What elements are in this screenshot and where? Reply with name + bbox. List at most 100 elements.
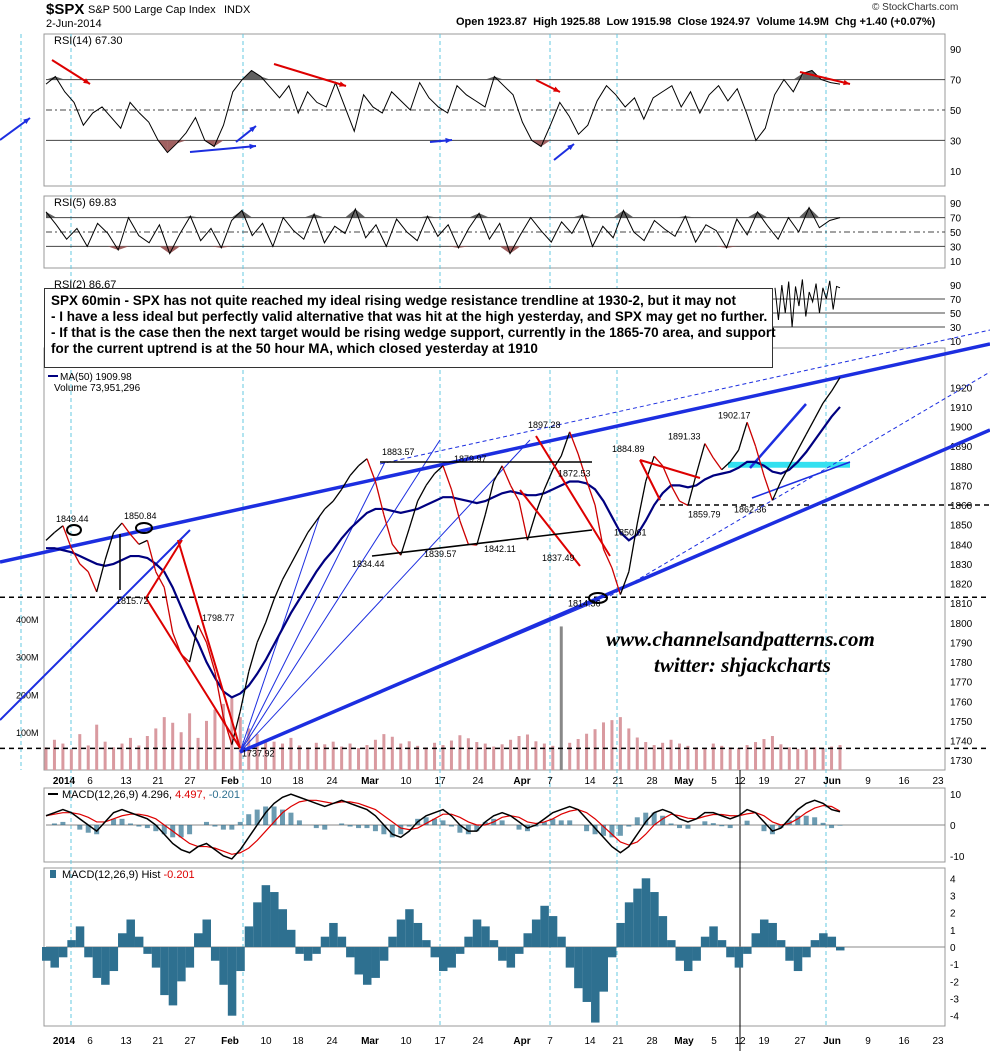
arrow-head [843, 79, 850, 86]
price-segment [619, 571, 630, 595]
highlight-circle [135, 522, 153, 534]
y-tick-label: 1 [950, 926, 956, 937]
price-segment [484, 481, 495, 515]
price-segment [248, 642, 258, 673]
y-tick-label: -3 [950, 995, 959, 1006]
macd-hist-bar [67, 940, 76, 947]
macd-hist-area [187, 825, 193, 835]
volume-bar [517, 736, 521, 770]
red-pattern-line [145, 597, 241, 749]
volume-bar [644, 742, 648, 770]
macd-hist-area [643, 812, 649, 825]
macd-hist-bar [793, 947, 803, 972]
macd-hist-bar [540, 905, 549, 947]
y-tick-label: 0 [950, 943, 956, 954]
price-point-label: 1879.97 [454, 454, 487, 464]
macd-hist-bar [396, 919, 406, 947]
x-tick-label: Feb [221, 776, 239, 787]
macd-hist-bar [591, 947, 600, 1023]
rsi-overbought-fill [747, 211, 758, 218]
x-tick-label: 24 [326, 776, 338, 787]
volume-bar [737, 748, 741, 770]
volume-bar [610, 720, 614, 770]
macd-hist-bar [75, 926, 85, 947]
price-segment [121, 522, 131, 535]
macd-hist-bar [92, 947, 102, 978]
macd-hist-bar [607, 947, 617, 958]
price-segment [332, 488, 343, 502]
macd-hist-bar [548, 916, 558, 947]
volume-bar [255, 734, 259, 770]
volume-bar [551, 745, 555, 770]
chg-value: +1.40 (+0.07%) [859, 16, 936, 28]
x-tick-label: 14 [584, 776, 596, 787]
arrow-head [445, 137, 452, 144]
price-segment [704, 443, 714, 459]
y-tick-label: 30 [950, 242, 962, 253]
macd-hist-bar [236, 947, 245, 972]
macd-hist-area [482, 821, 488, 825]
macd-hist-bar [194, 933, 203, 947]
macd-hist-bar [362, 947, 372, 985]
macd-hist-bar [667, 940, 676, 947]
volume-bar [120, 743, 124, 770]
rsi-oversold-fill [448, 246, 459, 248]
open-value: 1923.87 [487, 16, 527, 28]
price-segment [526, 512, 537, 541]
macd-hist-bar [472, 919, 482, 947]
macd-hist-bar [557, 936, 566, 947]
macd-hist-area [220, 825, 226, 830]
macd-hist-bar [253, 902, 262, 947]
x-tick-label: 18 [292, 1036, 304, 1047]
x-tick-label: 17 [434, 1036, 446, 1047]
y-tick-label: 90 [950, 281, 962, 292]
volume-bar [441, 745, 445, 770]
volume-bar [500, 744, 504, 770]
price-segment [425, 473, 436, 486]
macd-hist-bar [734, 947, 744, 968]
macd-hist-bar [354, 947, 364, 975]
price-segment [780, 465, 790, 482]
x-tick-label: 28 [646, 776, 658, 787]
macd-hist-bar [371, 947, 380, 978]
volume-bar [686, 745, 690, 770]
price-segment [577, 453, 588, 481]
price-segment [341, 475, 351, 490]
rsi-oversold-fill [726, 246, 737, 248]
price-segment [222, 716, 233, 745]
volume-bar [745, 745, 749, 770]
volume-bar [78, 734, 82, 770]
volume-bar [678, 743, 682, 770]
macd-hist-area [178, 825, 184, 838]
price-segment [96, 559, 106, 593]
rsi-divergence-arrow [799, 71, 851, 85]
price-segment [400, 528, 410, 556]
low-value: 1915.98 [631, 16, 672, 28]
macd-hist-bar [346, 947, 355, 958]
macd-legend-part: 4.497, [172, 789, 206, 801]
arrow-head [249, 143, 256, 150]
volume-bar [52, 739, 56, 770]
volume-bar [720, 745, 724, 770]
price-point-label: 1850.61 [614, 527, 647, 537]
x-tick-label: 6 [87, 776, 93, 787]
y-tick-label: 90 [950, 199, 962, 210]
macd-hist-bar [388, 936, 397, 947]
price-segment [281, 563, 292, 580]
volume-label: Volume [756, 16, 796, 28]
rsi14-legend: RSI(14) 67.30 [54, 35, 122, 47]
volume-bar [382, 734, 386, 770]
macd-hist-area [727, 825, 733, 829]
volume-bar [69, 749, 73, 770]
macd-hist-area [60, 821, 66, 825]
volume-bar [390, 736, 394, 770]
macd-hist-bar [430, 947, 440, 958]
rsi-line [774, 279, 841, 328]
rsi-overbought-fill [685, 216, 696, 218]
price-segment [670, 485, 681, 502]
volume-tick-label: 400M [16, 615, 39, 625]
macd-hist-area [769, 825, 775, 835]
price-segment [831, 377, 841, 392]
price-segment [450, 489, 461, 521]
rsi5-legend: RSI(5) 69.83 [54, 197, 116, 209]
